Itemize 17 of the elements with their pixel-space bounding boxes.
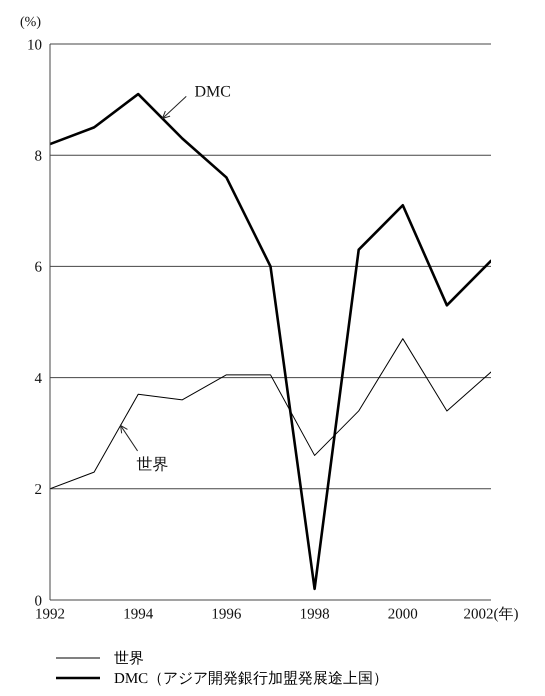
y-tick-label: 4	[34, 370, 42, 387]
y-tick-label: 8	[34, 148, 42, 165]
annotation: 世界	[136, 455, 169, 474]
y-axis-title: (%)	[20, 15, 42, 30]
y-tick-label: 6	[34, 260, 42, 276]
y-tick-label: 10	[27, 37, 42, 54]
legend-label: 世界	[114, 650, 144, 668]
x-tick-label: 1998	[300, 606, 330, 623]
annotation: DMC	[194, 84, 231, 101]
y-tick-label: 0	[34, 593, 42, 610]
y-tick-label: 2	[34, 482, 42, 498]
x-tick-label: 2000	[388, 606, 418, 623]
x-tick-label: 1992	[35, 606, 65, 623]
legend-label: DMC（アジア開発銀行加盟発展途上国）	[114, 670, 388, 688]
x-tick-label: 2002(年)	[464, 606, 518, 623]
x-tick-label: 1996	[211, 606, 242, 623]
x-tick-label: 1994	[123, 606, 154, 623]
